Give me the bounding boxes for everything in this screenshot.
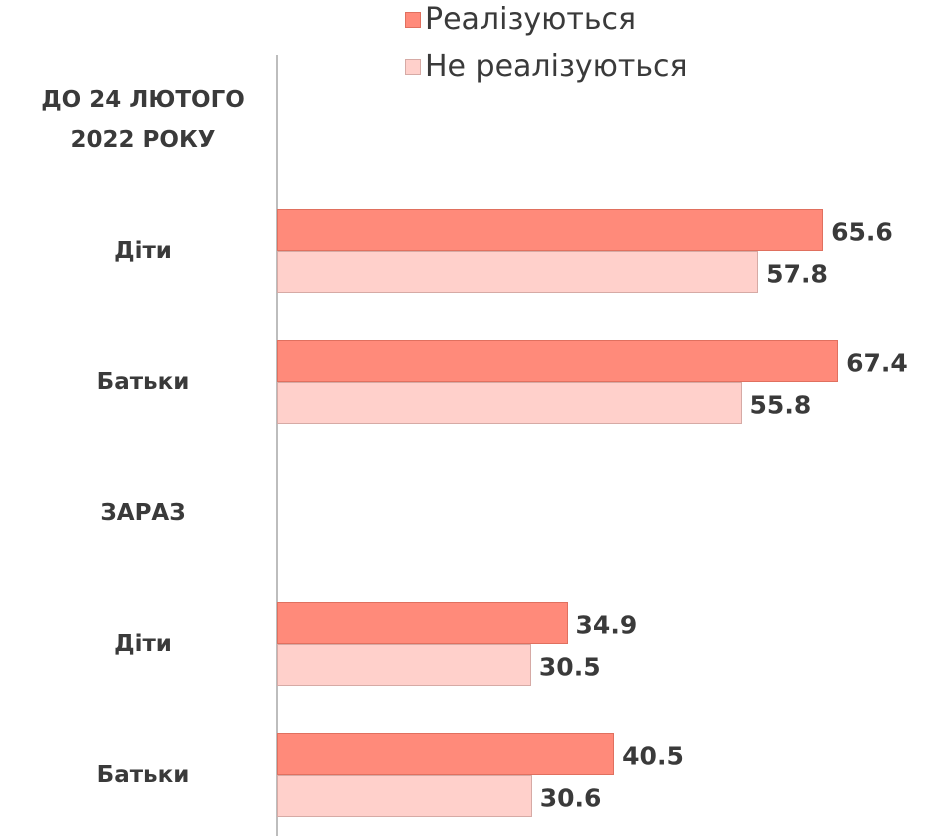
data-label: 67.4 [846,348,908,378]
legend-item: Реалізуються [405,2,636,37]
category-label: Діти [114,238,172,264]
data-label: 34.9 [575,610,638,640]
category-label: ДО 24 ЛЮТОГО 2022 РОКУ [41,87,245,153]
legend-swatch [405,58,421,75]
bar [277,602,568,644]
legend-label: Реалізуються [425,2,637,37]
data-label: 65.6 [831,217,893,247]
category-label: Батьки [96,762,190,788]
bar [277,209,824,251]
data-label: 55.8 [749,390,812,420]
legend-label: Не реалізуються [425,49,688,84]
category-label: Діти [114,631,172,657]
bar [277,775,532,817]
bar [277,251,759,293]
legend-swatch [405,11,421,28]
data-label: 30.5 [538,652,601,682]
data-label: 57.8 [766,259,828,289]
bar [277,340,839,382]
category-label: ЗАРАЗ [100,500,186,526]
category-label: Батьки [96,369,190,395]
bar [277,733,615,775]
bar [277,382,742,424]
legend-item: Не реалізуються [405,49,688,84]
data-label: 40.5 [622,741,684,771]
bar [277,644,531,686]
axis-line [276,55,278,836]
data-label: 30.6 [539,783,602,813]
